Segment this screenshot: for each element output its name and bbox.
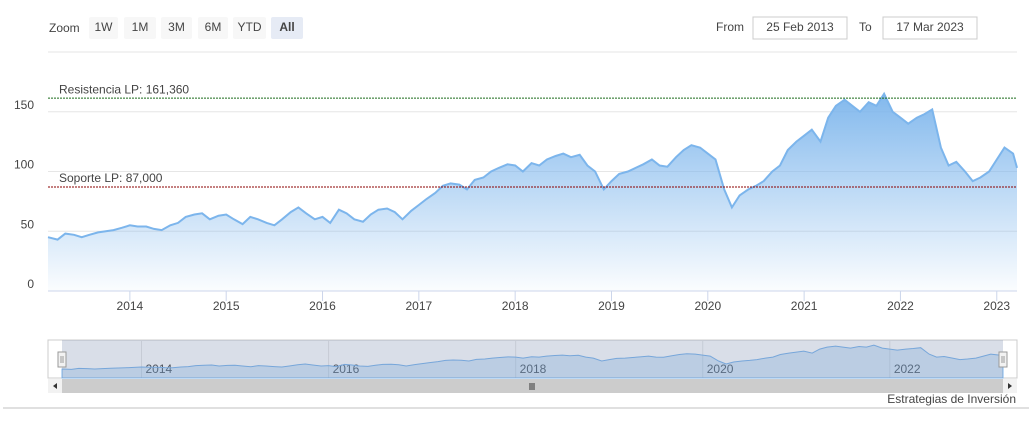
range-button-label[interactable]: 1W [95, 20, 114, 34]
navigator-tick-label: 2022 [894, 362, 921, 376]
zoom-label: Zoom [49, 21, 80, 35]
range-button-label[interactable]: 1M [132, 20, 149, 34]
scroll-left-arrow[interactable] [53, 383, 57, 389]
range-button-label[interactable]: YTD [238, 20, 262, 34]
to-label: To [859, 20, 872, 34]
scroll-right-arrow[interactable] [1008, 383, 1012, 389]
y-tick-label: 150 [14, 98, 34, 112]
range-button[interactable] [198, 17, 228, 39]
navigator-handle[interactable] [57, 351, 67, 368]
x-tick-label: 2018 [502, 299, 529, 313]
navigator-bg [47, 339, 1018, 379]
y-tick-label: 100 [14, 158, 34, 172]
x-tick-label: 2016 [309, 299, 336, 313]
from-value[interactable]: 25 Feb 2013 [766, 20, 834, 34]
navigator-tick-label: 2018 [520, 362, 547, 376]
range-button-label[interactable]: All [279, 20, 294, 34]
navigator-mask [62, 340, 1003, 378]
x-tick-label: 2022 [887, 299, 914, 313]
x-tick-label: 2015 [213, 299, 240, 313]
range-button[interactable] [124, 17, 156, 39]
x-tick-label: 2021 [791, 299, 818, 313]
navigator-area [61, 344, 1004, 379]
to-value[interactable]: 17 Mar 2023 [896, 20, 964, 34]
range-button[interactable] [233, 17, 266, 39]
y-tick-label: 50 [21, 217, 35, 231]
from-input[interactable] [752, 16, 848, 40]
x-tick-label: 2023 [983, 299, 1010, 313]
from-label: From [716, 20, 744, 34]
navigator-handle[interactable] [998, 351, 1008, 368]
x-tick-label: 2019 [598, 299, 625, 313]
to-input[interactable] [882, 16, 978, 40]
range-button[interactable] [271, 17, 303, 39]
plot-line-label: Soporte LP: 87,000 [59, 171, 163, 185]
range-button[interactable] [89, 17, 118, 39]
x-tick-label: 2020 [694, 299, 721, 313]
navigator-tick-label: 2014 [146, 362, 173, 376]
range-button[interactable] [161, 17, 192, 39]
navigator-tick-label: 2020 [707, 362, 734, 376]
area-fill [48, 93, 1017, 291]
credits[interactable]: Estrategias de Inversión [887, 392, 1016, 406]
x-tick-label: 2017 [405, 299, 432, 313]
series-line [47, 91, 1018, 241]
y-tick-label: 0 [27, 277, 34, 291]
plot-line-label: Resistencia LP: 161,360 [59, 82, 189, 96]
range-button-label[interactable]: 3M [168, 20, 185, 34]
x-tick-label: 2014 [117, 299, 144, 313]
range-button-label[interactable]: 6M [205, 20, 222, 34]
